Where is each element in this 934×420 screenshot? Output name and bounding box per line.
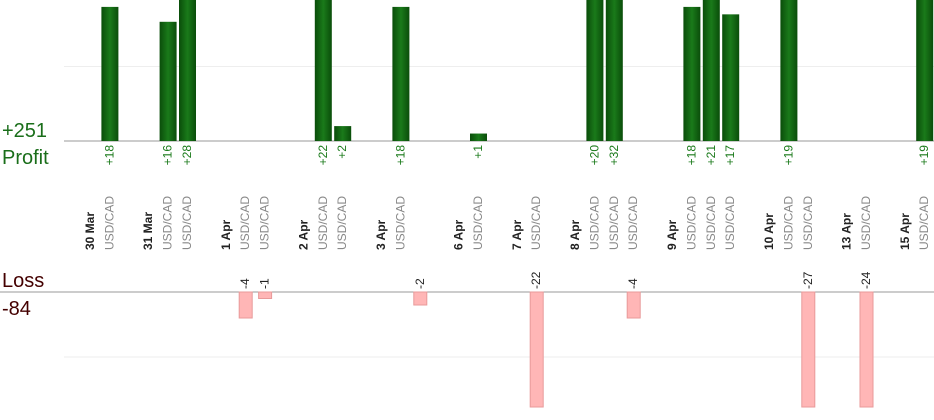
- profit-value: +20: [587, 145, 601, 166]
- pair-label: USD/CAD: [316, 196, 330, 250]
- profit-bar: [916, 0, 934, 141]
- loss-bar: [626, 291, 641, 319]
- loss-total: -84: [2, 298, 31, 320]
- pair-label: USD/CAD: [102, 196, 116, 250]
- profit-value: +32: [607, 145, 621, 166]
- pair-label: USD/CAD: [335, 196, 349, 250]
- profit-value: +18: [393, 145, 407, 166]
- loss-bar: [413, 291, 428, 306]
- pair-label: USD/CAD: [180, 196, 194, 250]
- profit-bar: [470, 133, 487, 141]
- profit-bar: [179, 0, 196, 141]
- profit-value: +17: [723, 145, 737, 166]
- loss-value: -2: [413, 278, 427, 289]
- profit-value: +28: [180, 145, 194, 166]
- pair-label: USD/CAD: [471, 196, 485, 250]
- profit-value: +19: [917, 145, 931, 166]
- pair-label: USD/CAD: [587, 196, 601, 250]
- pair-label: USD/CAD: [704, 196, 718, 250]
- profit-value: +19: [781, 145, 795, 166]
- profit-bar: [586, 0, 604, 141]
- profit-value: +21: [704, 145, 718, 166]
- profit-bar: [780, 0, 798, 141]
- pair-label: USD/CAD: [258, 196, 272, 250]
- date-label: 9 Apr: [665, 219, 679, 250]
- profit-bar: [702, 0, 720, 141]
- profit-bar: [159, 21, 177, 141]
- date-label: 31 Mar: [141, 212, 155, 250]
- date-label: 8 Apr: [568, 219, 582, 250]
- loss-bar: [238, 291, 253, 319]
- date-label: 3 Apr: [374, 219, 388, 250]
- pair-label: USD/CAD: [238, 196, 252, 250]
- profit-bar: [314, 0, 332, 141]
- loss-bar: [801, 291, 816, 408]
- profit-bar: [101, 6, 119, 142]
- date-label: 1 Apr: [219, 219, 233, 250]
- pair-label: USD/CAD: [859, 196, 873, 250]
- profit-bar: [605, 0, 623, 141]
- date-label: 7 Apr: [510, 219, 524, 250]
- profit-value: +18: [684, 145, 698, 166]
- date-label: 13 Apr: [840, 213, 854, 250]
- pair-label: USD/CAD: [723, 196, 737, 250]
- date-label: 30 Mar: [83, 212, 97, 250]
- pair-label: USD/CAD: [684, 196, 698, 250]
- profit-value: +18: [102, 145, 116, 166]
- profit-value: +22: [316, 145, 330, 166]
- profit-bar: [334, 126, 352, 141]
- date-label: 15 Apr: [898, 213, 912, 250]
- profit-bar: [683, 6, 701, 142]
- profit-total: +251: [2, 120, 47, 142]
- profit-value: +1: [471, 145, 485, 159]
- loss-bar: [258, 291, 273, 299]
- loss-bar: [859, 291, 874, 408]
- profit-value: +16: [161, 145, 175, 166]
- pair-label: USD/CAD: [917, 196, 931, 250]
- pair-label: USD/CAD: [607, 196, 621, 250]
- loss-value: -4: [626, 278, 640, 289]
- profit-value: +2: [335, 145, 349, 159]
- pair-label: USD/CAD: [801, 196, 815, 250]
- pair-label: USD/CAD: [781, 196, 795, 250]
- profit-bar: [392, 6, 410, 142]
- loss-bar: [529, 291, 544, 408]
- date-label: 2 Apr: [296, 219, 310, 250]
- pair-label: USD/CAD: [161, 196, 175, 250]
- pair-label: USD/CAD: [393, 196, 407, 250]
- date-label: 6 Apr: [452, 219, 466, 250]
- profit-bar: [722, 14, 740, 142]
- pair-label: USD/CAD: [529, 196, 543, 250]
- loss-value: -24: [859, 271, 873, 289]
- pair-label: USD/CAD: [626, 196, 640, 250]
- profit-label: Profit: [2, 147, 49, 169]
- loss-value: -4: [238, 278, 252, 289]
- loss-value: -27: [801, 271, 815, 289]
- loss-label: Loss: [2, 270, 44, 292]
- loss-value: -1: [258, 278, 272, 289]
- loss-value: -22: [529, 271, 543, 289]
- date-label: 10 Apr: [762, 213, 776, 250]
